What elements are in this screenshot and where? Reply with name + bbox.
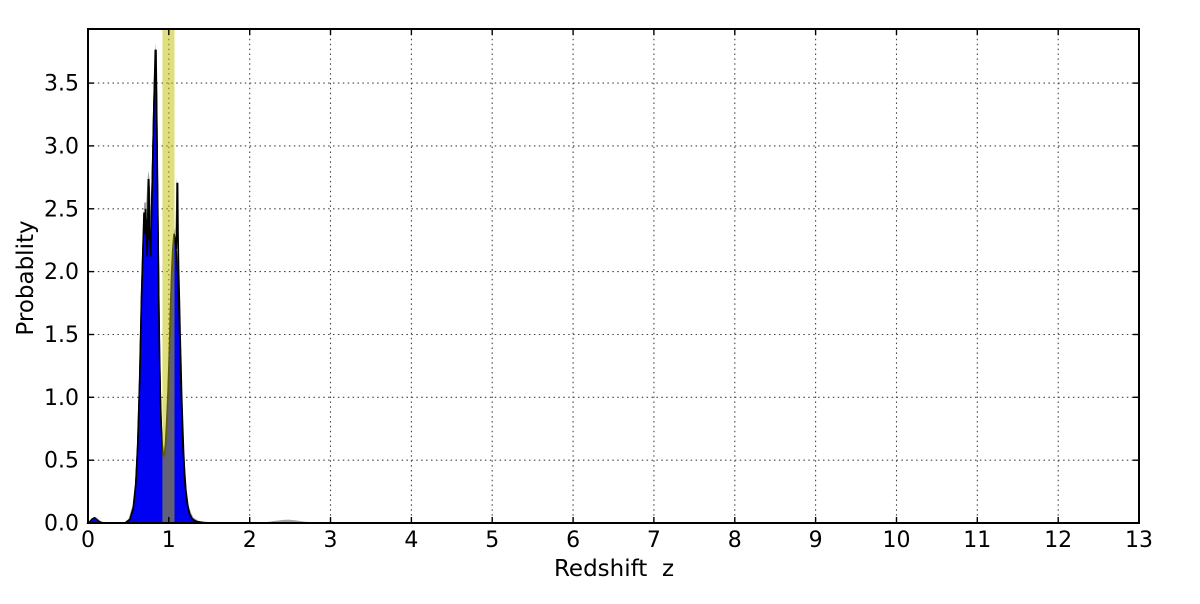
x-tick-label: 5	[485, 528, 499, 553]
y-tick-label: 3.0	[44, 134, 79, 159]
x-tick-label: 12	[1044, 528, 1072, 553]
y-tick-label: 2.0	[44, 260, 79, 285]
y-axis-label: Probablity	[13, 220, 39, 336]
y-tick-label: 0.5	[44, 449, 79, 474]
y-tick-label: 0.0	[44, 512, 79, 537]
pdf-raw-black	[124, 49, 214, 524]
x-tick-label: 6	[566, 528, 580, 553]
y-tick-label: 1.0	[44, 386, 79, 411]
y-tick-label: 2.5	[44, 197, 79, 222]
plot-border	[87, 28, 1140, 524]
y-tick-label: 1.5	[44, 323, 79, 348]
y-tick-label: 3.5	[44, 72, 79, 97]
x-tick-label: 7	[647, 528, 661, 553]
x-tick-label: 3	[324, 528, 338, 553]
x-tick-label: 2	[243, 528, 257, 553]
x-tick-label: 11	[963, 528, 991, 553]
x-tick-label: 10	[883, 528, 911, 553]
x-tick-label: 13	[1125, 528, 1153, 553]
x-tick-label: 8	[728, 528, 742, 553]
x-tick-label: 4	[404, 528, 418, 553]
redshift-estimate-band	[162, 29, 175, 523]
x-axis-label: Redshift z	[553, 556, 675, 582]
smoothed-pdf-gray	[88, 42, 1139, 524]
x-tick-label: 0	[81, 528, 95, 553]
x-tick-label: 1	[162, 528, 176, 553]
x-tick-label: 9	[809, 528, 823, 553]
